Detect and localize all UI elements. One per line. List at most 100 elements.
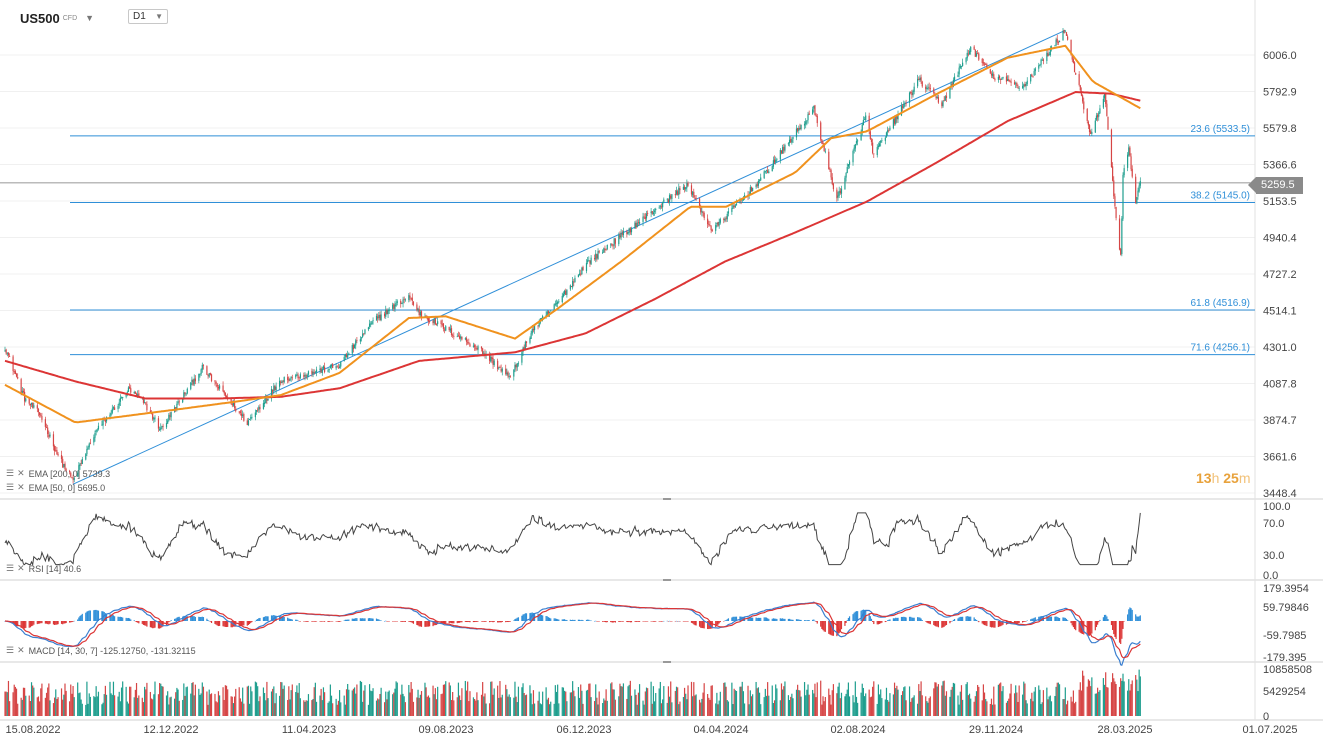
volume-bar	[94, 697, 96, 716]
symbol-selector[interactable]: US500 CFD ▼	[20, 9, 94, 27]
candle-body	[621, 233, 623, 235]
volume-bar	[990, 698, 993, 716]
candle-body	[683, 186, 686, 190]
macd-histogram-bar	[1079, 621, 1081, 633]
candle-body	[71, 477, 73, 478]
volume-bar	[112, 681, 115, 716]
volume-bar	[1040, 704, 1042, 716]
macd-histogram-bar	[322, 621, 325, 622]
candle	[1057, 40, 1059, 46]
candle-body	[968, 51, 971, 55]
candle-body	[780, 150, 783, 154]
volume-bar	[798, 690, 800, 716]
volume-bar	[878, 694, 881, 716]
volume-bar	[1054, 695, 1056, 716]
volume-bar	[335, 698, 337, 716]
menu-icon[interactable]: ☰	[6, 563, 15, 573]
rsi-line	[4, 512, 1141, 567]
candle	[330, 363, 333, 370]
menu-icon[interactable]: ☰	[6, 645, 15, 655]
candle-body	[322, 366, 325, 369]
candle-body	[1030, 74, 1032, 82]
candle	[1128, 144, 1130, 157]
volume-bar	[708, 697, 710, 716]
candle-body	[295, 374, 297, 378]
volume-bar	[815, 697, 817, 716]
volume-bar	[790, 696, 792, 716]
macd-histogram-bar	[319, 621, 321, 622]
macd-histogram-bar	[1127, 614, 1129, 621]
candle	[468, 338, 470, 345]
volume-bar	[791, 693, 793, 716]
candle-body	[505, 368, 507, 375]
menu-icon[interactable]: ☰	[6, 468, 15, 478]
candle-body	[184, 392, 186, 395]
candle-body	[321, 368, 323, 374]
candle-body	[1078, 74, 1080, 85]
candle-body	[5, 349, 7, 354]
candle-body	[537, 325, 539, 327]
candle-body	[283, 377, 285, 383]
close-icon[interactable]: ✕	[17, 482, 25, 492]
candle-body	[606, 245, 608, 250]
macd-histogram-bar	[990, 621, 993, 628]
volume-bar	[371, 691, 373, 716]
candle	[973, 45, 975, 50]
close-icon[interactable]: ✕	[17, 645, 25, 655]
candle-body	[897, 114, 899, 120]
chevron-down-icon[interactable]: ▼	[85, 13, 95, 23]
candle	[1063, 29, 1065, 34]
candle	[445, 325, 447, 332]
candle-body	[1005, 76, 1008, 82]
macd-histogram-bar	[951, 620, 953, 622]
candle-body	[739, 200, 741, 204]
macd-histogram-bar	[627, 621, 629, 623]
macd-histogram-bar	[117, 616, 119, 621]
volume-bar	[918, 684, 920, 716]
volume-bar	[122, 681, 124, 716]
candle-body	[60, 455, 63, 460]
macd-histogram-bar	[1032, 618, 1034, 621]
candle-body	[653, 210, 656, 212]
candle-body	[506, 372, 508, 375]
macd-histogram-bar	[645, 621, 648, 622]
candle-body	[102, 419, 104, 426]
macd-histogram-bar	[80, 614, 82, 621]
rsi-tick-label: 100.0	[1263, 501, 1291, 513]
chevron-down-icon[interactable]: ▼	[155, 12, 163, 21]
macd-histogram-bar	[17, 621, 19, 627]
candle	[127, 386, 130, 393]
volume-bar	[1039, 689, 1041, 716]
volume-bar	[967, 695, 969, 716]
macd-histogram-bar	[934, 621, 936, 626]
volume-bar	[659, 681, 661, 716]
macd-histogram-bar	[138, 621, 140, 624]
macd-histogram-bar	[703, 621, 705, 629]
candle	[857, 138, 859, 146]
timeframe-selector[interactable]: D1 ▼	[128, 9, 168, 24]
candle	[585, 259, 588, 274]
candle-body	[975, 53, 978, 57]
close-icon[interactable]: ✕	[17, 468, 25, 478]
candle-body	[788, 139, 791, 144]
volume-bar	[183, 683, 185, 716]
candle-body	[573, 281, 575, 283]
macd-histogram-bar	[327, 621, 329, 622]
menu-icon[interactable]: ☰	[6, 482, 15, 492]
macd-histogram-bar	[957, 618, 959, 621]
volume-bar	[1106, 686, 1108, 716]
macd-histogram-bar	[647, 621, 649, 622]
close-icon[interactable]: ✕	[17, 563, 25, 573]
candle	[386, 308, 388, 315]
candle-body	[822, 142, 824, 144]
candle	[47, 424, 49, 438]
candle-body	[1064, 31, 1066, 33]
candle-body	[362, 333, 364, 338]
macd-histogram-bar	[569, 619, 571, 621]
candle	[765, 169, 768, 174]
macd-histogram-bar	[671, 621, 673, 622]
macd-histogram-bar	[822, 621, 824, 631]
macd-histogram-bar	[304, 621, 306, 622]
candle	[396, 299, 398, 306]
